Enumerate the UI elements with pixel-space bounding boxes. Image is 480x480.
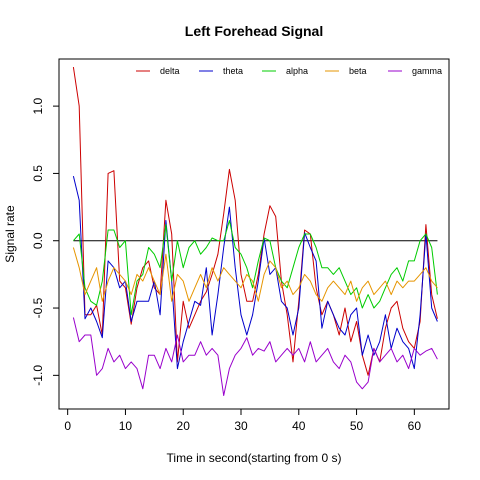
y-tick-label: -0.5 (31, 297, 45, 318)
x-tick-label: 30 (234, 419, 248, 433)
y-axis: -1.0 -0.5 0.0 0.5 1.0 (31, 97, 60, 386)
y-tick-label: 0.0 (31, 232, 45, 249)
x-tick-label: 20 (177, 419, 191, 433)
chart-title: Left Forehead Signal (185, 23, 323, 39)
y-tick-label: -1.0 (31, 365, 45, 386)
legend-label-delta: delta (160, 66, 180, 76)
x-tick-label: 60 (408, 419, 422, 433)
series-line-alpha (73, 220, 438, 316)
series-line-beta (72, 247, 438, 302)
y-tick-label: 1.0 (31, 97, 45, 114)
series-lines (72, 67, 438, 396)
legend-label-alpha: alpha (286, 66, 308, 76)
legend-label-theta: theta (223, 66, 243, 76)
x-tick-label: 40 (292, 419, 306, 433)
x-tick-label: 0 (64, 419, 71, 433)
series-line-gamma (72, 317, 438, 396)
series-line-theta (72, 175, 438, 370)
legend-label-beta: beta (349, 66, 367, 76)
x-tick-label: 50 (350, 419, 364, 433)
x-axis: 0 10 20 30 40 50 60 (64, 408, 422, 433)
y-axis-label: Signal rate (3, 205, 17, 263)
x-tick-label: 10 (119, 419, 133, 433)
legend: delta theta alpha beta gamma (136, 66, 442, 76)
y-tick-label: 0.5 (31, 165, 45, 182)
x-axis-label: Time in second(starting from 0 s) (167, 451, 342, 465)
legend-label-gamma: gamma (412, 66, 442, 76)
